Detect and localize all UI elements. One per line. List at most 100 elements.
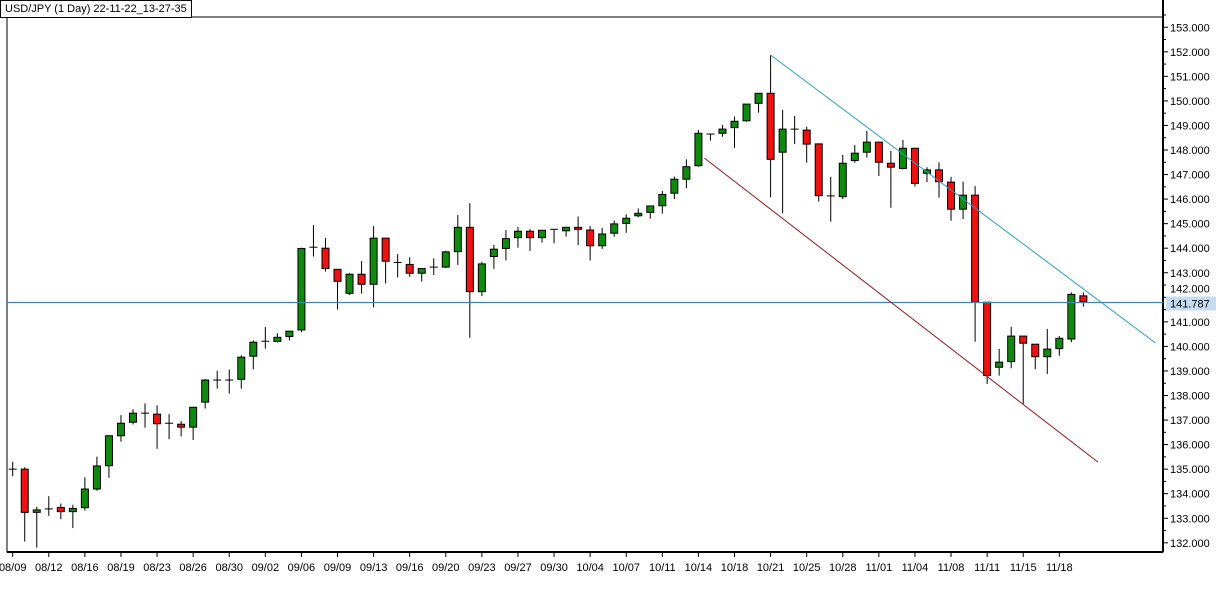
candle-up bbox=[682, 166, 691, 180]
candle-down bbox=[910, 147, 919, 184]
y-tick-label: 151.000 bbox=[1170, 71, 1210, 83]
candle-down bbox=[983, 301, 992, 377]
candle-up bbox=[622, 217, 631, 224]
candle-down bbox=[381, 237, 390, 262]
candle-down bbox=[814, 143, 823, 197]
candle-down bbox=[153, 413, 162, 425]
candle-up bbox=[1007, 335, 1016, 363]
candle-down bbox=[874, 141, 883, 163]
candle-down bbox=[574, 226, 583, 230]
y-tick-label: 134.000 bbox=[1170, 489, 1210, 501]
candle-up bbox=[441, 251, 450, 268]
overlay-lines bbox=[7, 54, 1163, 463]
x-axis: 08/09 08/12 08/16 08/19 08/23 08/26 08/30 09/02… bbox=[0, 552, 1073, 574]
candle-down bbox=[405, 263, 414, 274]
candle-up bbox=[742, 103, 751, 122]
x-tick-label: 09/27 bbox=[504, 562, 532, 574]
candle-up bbox=[646, 205, 655, 213]
x-tick-label: 08/30 bbox=[215, 562, 243, 574]
y-tick-label: 146.000 bbox=[1170, 194, 1210, 206]
candle-up bbox=[598, 233, 607, 247]
x-tick-label: 11/08 bbox=[938, 562, 965, 574]
candle-up bbox=[297, 247, 306, 331]
y-tick-label: 145.000 bbox=[1170, 219, 1210, 231]
y-tick-label: 141.000 bbox=[1170, 317, 1210, 329]
candle-up bbox=[501, 238, 510, 249]
candle-up bbox=[477, 263, 486, 293]
candle-up bbox=[718, 128, 727, 134]
y-tick-label: 137.000 bbox=[1170, 415, 1210, 427]
x-tick-label: 09/23 bbox=[468, 562, 496, 574]
candle-up bbox=[237, 356, 246, 380]
x-tick-label: 09/30 bbox=[540, 562, 568, 574]
x-tick-label: 09/02 bbox=[252, 562, 280, 574]
candle-up bbox=[369, 237, 378, 285]
candle-up bbox=[453, 226, 462, 253]
x-tick-label: 10/28 bbox=[829, 562, 857, 574]
candle-down bbox=[1019, 335, 1028, 344]
x-tick-label: 10/21 bbox=[757, 562, 785, 574]
y-tick-label: 136.000 bbox=[1170, 440, 1210, 452]
x-tick-label: 11/18 bbox=[1046, 562, 1073, 574]
x-tick-label: 09/06 bbox=[288, 562, 316, 574]
x-tick-label: 08/23 bbox=[143, 562, 171, 574]
x-tick-label: 09/13 bbox=[360, 562, 388, 574]
x-tick-label: 08/26 bbox=[179, 562, 207, 574]
plot-area bbox=[6, 16, 1164, 553]
candle-down bbox=[56, 506, 65, 513]
chart-frame bbox=[6, 0, 1164, 553]
candle-up bbox=[694, 132, 703, 167]
candle-up bbox=[562, 226, 571, 232]
candle-up bbox=[116, 422, 125, 437]
candle-up bbox=[1043, 348, 1052, 358]
x-tick-label: 10/07 bbox=[612, 562, 640, 574]
candle-down bbox=[333, 268, 342, 282]
candle-up bbox=[1055, 337, 1064, 350]
candle-up bbox=[658, 193, 667, 207]
y-tick-label: 135.000 bbox=[1170, 464, 1210, 476]
candle-up bbox=[754, 92, 763, 104]
x-tick-label: 08/09 bbox=[0, 562, 26, 574]
x-tick-label: 10/25 bbox=[793, 562, 821, 574]
candle-down bbox=[971, 194, 980, 303]
x-tick-label: 10/04 bbox=[576, 562, 604, 574]
x-tick-label: 08/19 bbox=[107, 562, 135, 574]
candle-down bbox=[766, 92, 775, 160]
candle-up bbox=[201, 379, 210, 403]
x-tick-label: 11/01 bbox=[866, 562, 893, 574]
candle-down bbox=[1031, 343, 1040, 358]
candle-down bbox=[20, 468, 29, 513]
y-tick-label: 152.000 bbox=[1170, 47, 1210, 59]
candle-up bbox=[538, 229, 547, 239]
candle-up bbox=[634, 212, 643, 217]
x-tick-label: 09/20 bbox=[432, 562, 460, 574]
y-tick-label: 138.000 bbox=[1170, 391, 1210, 403]
x-tick-label: 08/16 bbox=[71, 562, 99, 574]
candle-up bbox=[850, 152, 859, 162]
candle-up bbox=[32, 509, 41, 513]
x-tick-label: 09/09 bbox=[324, 562, 352, 574]
x-tick-label: 11/11 bbox=[974, 562, 1000, 574]
upper-trendline bbox=[770, 54, 1156, 344]
candle-up bbox=[249, 341, 258, 357]
candle-up bbox=[345, 273, 354, 294]
y-tick-label: 148.000 bbox=[1170, 145, 1210, 157]
candle-up bbox=[285, 330, 294, 338]
candle-up bbox=[489, 248, 498, 258]
candle-up bbox=[610, 223, 619, 234]
y-tick-label: 132.000 bbox=[1170, 538, 1210, 550]
current-price-tag: 141.787 bbox=[1166, 296, 1216, 311]
candle-down bbox=[525, 230, 534, 239]
x-tick-label: 10/11 bbox=[649, 562, 676, 574]
candle-up bbox=[104, 435, 113, 467]
candle-down bbox=[177, 423, 186, 428]
x-tick-label: 11/15 bbox=[1010, 562, 1037, 574]
x-tick-label: 10/14 bbox=[685, 562, 713, 574]
x-tick-label: 11/04 bbox=[902, 562, 929, 574]
candle-up bbox=[862, 141, 871, 153]
candle-up bbox=[417, 268, 426, 274]
candle-down bbox=[586, 229, 595, 247]
y-tick-label: 150.000 bbox=[1170, 96, 1210, 108]
candle-up bbox=[995, 361, 1004, 368]
